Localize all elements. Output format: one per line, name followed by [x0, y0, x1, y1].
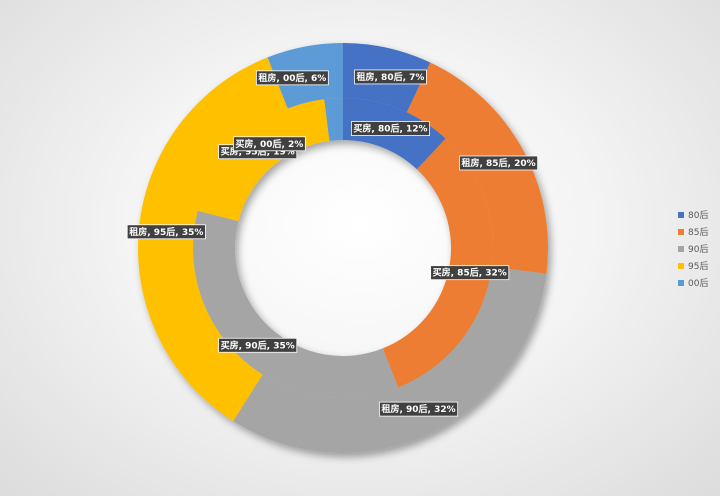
slice-inner-95后[interactable]: [197, 99, 330, 222]
data-label-text: 租房, 90后, 32%: [381, 403, 455, 415]
legend-swatch: [678, 245, 684, 252]
legend-label: 80后: [688, 211, 709, 221]
legend-item-90[interactable]: 90后: [678, 240, 708, 257]
data-label-text: 租房, 95后, 35%: [129, 226, 203, 238]
data-label-box: [354, 69, 427, 85]
data-label-box: [126, 224, 206, 240]
data-label-box: [459, 155, 539, 171]
data-label-text: 租房, 85后, 20%: [461, 157, 535, 169]
slice-outer-95后[interactable]: [137, 57, 288, 422]
data-label: 租房, 90后, 32%: [379, 401, 459, 417]
doughnut-rings: [137, 43, 548, 453]
legend-label: 95后: [688, 262, 709, 272]
data-label-text: 买房, 90后, 35%: [221, 339, 295, 351]
legend-label: 85后: [688, 228, 709, 238]
data-label-box: [379, 401, 459, 417]
data-label-text: 租房, 00后, 6%: [258, 72, 326, 84]
data-label: 租房, 85后, 20%: [459, 155, 539, 171]
data-label-box: [218, 337, 298, 353]
data-label-text: 买房, 80后, 12%: [353, 123, 427, 135]
slice-inner-00后[interactable]: [324, 98, 343, 141]
data-label-text: 租房, 80后, 7%: [357, 71, 425, 83]
slice-inner-85后[interactable]: [382, 138, 493, 388]
data-label: 买房, 85后, 32%: [430, 265, 510, 281]
data-label-box: [233, 136, 306, 152]
data-label: 租房, 00后, 6%: [255, 70, 329, 86]
legend: 80后 85后 90后 95后 00后: [678, 206, 708, 291]
data-label: 租房, 80后, 7%: [354, 69, 427, 85]
data-labels: 买房, 80后, 12% 买房, 85后, 32% 买房, 90后, 35% 买房, …: [126, 69, 539, 417]
legend-item-80[interactable]: 80后: [678, 206, 708, 223]
data-label: 买房, 00后, 2%: [233, 136, 306, 152]
legend-swatch: [678, 211, 684, 218]
data-label-box: [255, 70, 329, 86]
data-label: 买房, 90后, 35%: [218, 337, 298, 353]
slice-outer-90后[interactable]: [233, 266, 547, 453]
legend-swatch: [678, 279, 684, 286]
legend-item-85[interactable]: 85后: [678, 223, 708, 240]
legend-label: 90后: [688, 245, 709, 255]
legend-label: 00后: [688, 279, 709, 289]
data-label-text: 买房, 00后, 2%: [235, 138, 303, 150]
data-label-text: 买房, 85后, 32%: [433, 267, 507, 279]
data-label: 租房, 95后, 35%: [126, 224, 206, 240]
data-label-box: [351, 121, 430, 136]
data-label: 买房, 80后, 12%: [351, 121, 430, 136]
legend-item-95[interactable]: 95后: [678, 257, 708, 274]
data-label-box: [430, 265, 510, 281]
legend-swatch: [678, 228, 684, 235]
legend-item-00[interactable]: 00后: [678, 274, 708, 291]
legend-swatch: [678, 262, 684, 269]
